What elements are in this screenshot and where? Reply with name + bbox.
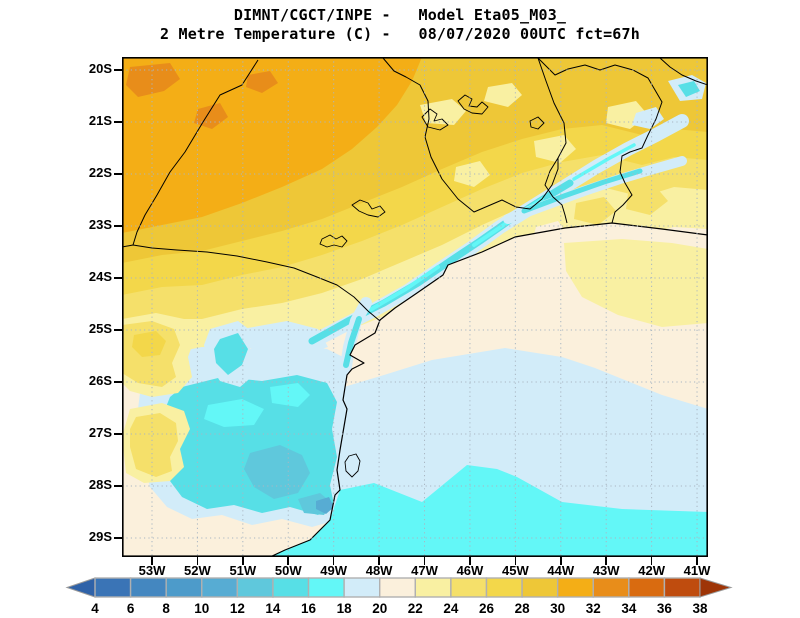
lon-tick	[559, 557, 562, 565]
colorbar-segment	[201, 577, 239, 598]
colorbar-segment	[450, 577, 488, 598]
colorbar-value: 26	[479, 601, 495, 616]
lat-tick	[114, 485, 122, 487]
lat-tick	[114, 277, 122, 279]
lat-label: 20S	[88, 61, 112, 76]
lon-tick	[242, 557, 244, 565]
lon-label: 48W	[365, 563, 393, 578]
lat-tick	[114, 433, 122, 435]
coastline	[269, 222, 708, 557]
colorbar-value: 20	[372, 601, 387, 616]
colorbar-segment	[236, 577, 274, 598]
lon-label: 52W	[184, 563, 211, 578]
lon-tick	[423, 557, 426, 565]
lat-tick	[114, 329, 122, 331]
lon-label: 50W	[274, 563, 302, 578]
colorbar-value: 18	[337, 601, 353, 616]
colorbar-value: 30	[550, 601, 565, 616]
colorbar-arrow-high	[699, 577, 733, 598]
map-title: DIMNT/CGCT/INPE - Model Eta05_M03_	[233, 6, 567, 24]
lon-tick	[514, 557, 517, 565]
lon-label: 43W	[592, 563, 620, 578]
colorbar-segment	[343, 577, 381, 598]
colorbar-segment	[272, 577, 310, 598]
colorbar-segment	[307, 577, 345, 598]
lat-label: 28S	[88, 477, 112, 492]
lon-label: 45W	[501, 563, 529, 578]
lon-label: 47W	[411, 563, 438, 578]
colorbar-value: 16	[301, 601, 317, 616]
lon-label: 49W	[320, 563, 348, 578]
grid-lines	[122, 57, 708, 557]
colorbar-segment	[556, 577, 594, 598]
colorbar-segment	[521, 577, 559, 598]
colorbar-segment	[628, 577, 666, 598]
colorbar-segment	[129, 577, 167, 598]
colorbar-value: 12	[230, 601, 245, 616]
colorbar-value: 6	[127, 601, 135, 616]
map-subtitle: 2 Metre Temperature (C) - 08/07/2020 00U…	[160, 25, 640, 43]
lon-label: 51W	[229, 563, 257, 578]
lon-tick	[196, 557, 199, 565]
colorbar-value: 36	[657, 601, 673, 616]
lat-tick	[114, 173, 122, 175]
lat-label: 24S	[88, 269, 112, 284]
lat-tick	[114, 537, 122, 539]
colorbar-arrow-low	[65, 577, 96, 598]
colorbar-value: 32	[586, 601, 601, 616]
lon-tick	[650, 557, 653, 565]
colorbar-value: 10	[194, 601, 209, 616]
lon-tick	[696, 557, 698, 565]
colorbar-value: 22	[408, 601, 423, 616]
colorbar-segment	[485, 577, 523, 598]
lat-tick	[114, 69, 122, 71]
lat-label: 27S	[88, 425, 112, 440]
colorbar-value: 34	[621, 601, 637, 616]
map-frame	[122, 57, 708, 557]
lon-label: 41W	[683, 563, 711, 578]
lon-label: 46W	[456, 563, 484, 578]
lon-tick	[605, 557, 607, 565]
lat-tick	[114, 381, 122, 383]
lon-tick	[287, 557, 290, 565]
lat-label: 29S	[88, 529, 112, 544]
colorbar-segment	[592, 577, 630, 598]
colorbar-segment	[414, 577, 452, 598]
florianopolis-island	[344, 453, 361, 478]
colorbar-value: 38	[693, 601, 709, 616]
lat-tick	[114, 121, 122, 123]
lon-tick	[378, 557, 380, 565]
colorbar-value: 4	[91, 601, 99, 616]
lon-label: 42W	[638, 563, 665, 578]
lon-tick	[151, 557, 153, 565]
lon-label: 44W	[547, 563, 575, 578]
lon-tick	[469, 557, 471, 565]
colorbar-segment	[165, 577, 203, 598]
lat-label: 22S	[88, 165, 112, 180]
lon-label: 53W	[138, 563, 166, 578]
colorbar-value: 14	[265, 601, 281, 616]
lat-label: 21S	[88, 113, 112, 128]
colorbar-segment	[379, 577, 417, 598]
colorbar-value: 28	[515, 601, 531, 616]
colorbar-segment	[663, 577, 701, 598]
lon-tick	[332, 557, 335, 565]
temperature-map	[122, 57, 708, 557]
lat-label: 26S	[88, 373, 112, 388]
map-area: 20S 21S 22S 23S 24S 25S 26S 27S 28S 29S 53W 52W 51W 5…	[89, 57, 710, 578]
colorbar-value: 8	[162, 601, 170, 616]
colorbar: 4 6 8 10 12 14 16 18 20 22 24 26 28 30 32 34 36 38	[65, 577, 733, 616]
lat-label: 23S	[88, 217, 112, 232]
colorbar-segment	[94, 577, 132, 598]
state-boundaries	[122, 57, 708, 322]
lat-label: 25S	[88, 321, 112, 336]
lat-tick	[114, 225, 122, 227]
ocean	[270, 223, 708, 557]
colorbar-value: 24	[443, 601, 459, 616]
